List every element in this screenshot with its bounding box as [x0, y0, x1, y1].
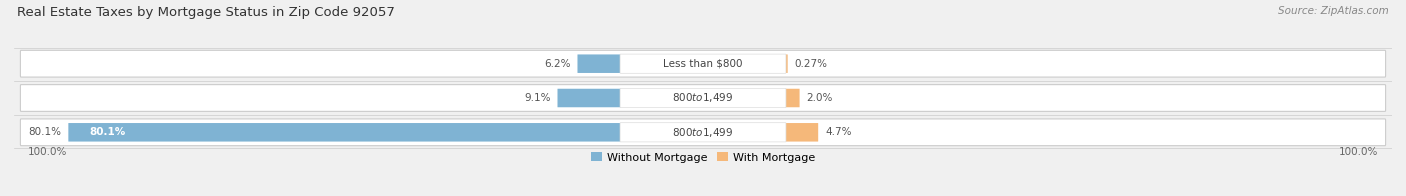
FancyBboxPatch shape	[620, 54, 786, 73]
Text: 80.1%: 80.1%	[89, 127, 125, 137]
FancyBboxPatch shape	[786, 123, 818, 142]
Text: 100.0%: 100.0%	[28, 147, 67, 157]
Text: Less than $800: Less than $800	[664, 59, 742, 69]
Text: 100.0%: 100.0%	[1339, 147, 1378, 157]
Text: 4.7%: 4.7%	[825, 127, 852, 137]
FancyBboxPatch shape	[620, 88, 786, 108]
Text: 0.27%: 0.27%	[794, 59, 827, 69]
FancyBboxPatch shape	[786, 54, 787, 73]
FancyBboxPatch shape	[21, 119, 1385, 146]
FancyBboxPatch shape	[21, 85, 1385, 111]
FancyBboxPatch shape	[620, 123, 786, 142]
Text: 6.2%: 6.2%	[544, 59, 571, 69]
Text: Real Estate Taxes by Mortgage Status in Zip Code 92057: Real Estate Taxes by Mortgage Status in …	[17, 6, 395, 19]
FancyBboxPatch shape	[786, 89, 800, 107]
FancyBboxPatch shape	[21, 50, 1385, 77]
Text: 2.0%: 2.0%	[807, 93, 832, 103]
Text: 80.1%: 80.1%	[28, 127, 62, 137]
Text: $800 to $1,499: $800 to $1,499	[672, 126, 734, 139]
FancyBboxPatch shape	[558, 89, 620, 107]
FancyBboxPatch shape	[578, 54, 620, 73]
Text: 9.1%: 9.1%	[524, 93, 551, 103]
Text: Source: ZipAtlas.com: Source: ZipAtlas.com	[1278, 6, 1389, 16]
Legend: Without Mortgage, With Mortgage: Without Mortgage, With Mortgage	[586, 148, 820, 167]
Text: $800 to $1,499: $800 to $1,499	[672, 92, 734, 104]
FancyBboxPatch shape	[69, 123, 620, 142]
